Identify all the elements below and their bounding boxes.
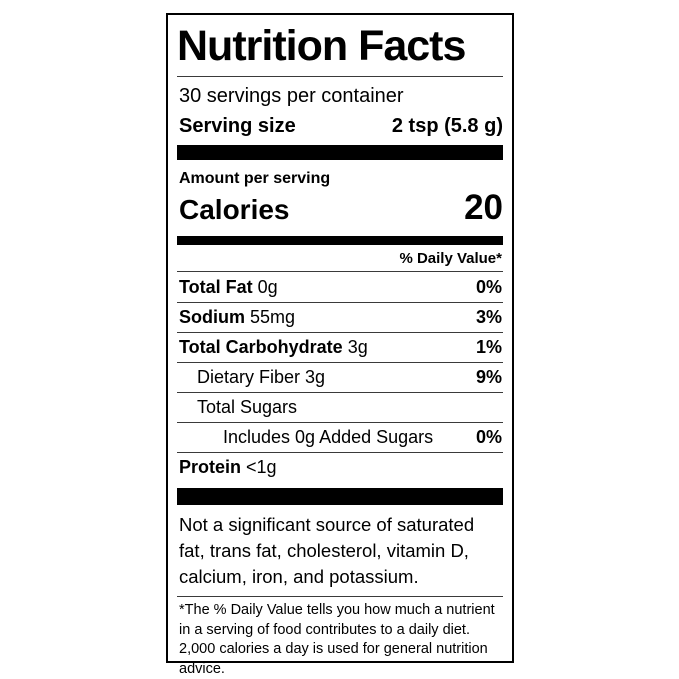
thick-separator-bar-top [177, 145, 503, 161]
nutrient-daily-value: 0% [475, 427, 502, 448]
nutrient-rows: Total Fat 0g 0% Sodium 55mg 3% Total Carbohy… [177, 272, 503, 482]
footnote-divider [177, 596, 503, 598]
footnote-text: *The % Daily Value tells you how much a … [179, 602, 495, 677]
label-title: Nutrition Facts [177, 22, 466, 70]
daily-value-header: % Daily Value* [177, 245, 503, 273]
nutrient-name-amount: Protein <1g [179, 457, 277, 478]
nutrient-name-amount: Total Carbohydrate 3g [179, 337, 368, 358]
nutrient-row: Includes 0g Added Sugars 0% [177, 422, 503, 452]
nutrient-daily-value: 3% [475, 307, 502, 328]
serving-size-label: Serving size [179, 115, 296, 138]
nutrient-row: Dietary Fiber 3g 9% [177, 362, 503, 392]
calories-label: Calories [179, 194, 290, 226]
not-significant-text: Not a significant source of saturated fa… [179, 514, 475, 588]
calories-row: Calories 20 [177, 188, 503, 230]
title-divider [177, 76, 503, 78]
nutrient-row: Total Carbohydrate 3g 1% [177, 332, 503, 362]
nutrient-row: Total Fat 0g 0% [177, 272, 503, 302]
nutrition-facts-label: Nutrition Facts 30 servings per containe… [166, 13, 514, 677]
nutrient-daily-value: 9% [475, 367, 502, 388]
serving-size-value: 2 tsp (5.8 g) [391, 115, 503, 138]
nutrient-row: Protein <1g [177, 452, 503, 482]
calories-value: 20 [464, 188, 503, 228]
nutrient-daily-value: 1% [475, 337, 502, 358]
nutrient-row: Total Sugars [177, 392, 503, 422]
servings-per-container: 30 servings per container [179, 85, 404, 108]
nutrient-name-amount: Total Sugars [197, 397, 298, 418]
serving-size-row: Serving size 2 tsp (5.8 g) [177, 110, 503, 145]
medium-separator-bar [177, 236, 503, 246]
nutrient-name-amount: Dietary Fiber 3g [197, 367, 326, 388]
nutrient-name-amount: Sodium 55mg [179, 307, 296, 328]
nutrient-name-amount: Includes 0g Added Sugars [223, 427, 434, 448]
nutrient-name-amount: Total Fat 0g [179, 276, 278, 297]
nutrient-row: Sodium 55mg 3% [177, 302, 503, 332]
thick-separator-bar-bottom [177, 488, 503, 506]
amount-per-serving-label: Amount per serving [179, 170, 331, 188]
nutrient-daily-value: 0% [475, 276, 502, 297]
